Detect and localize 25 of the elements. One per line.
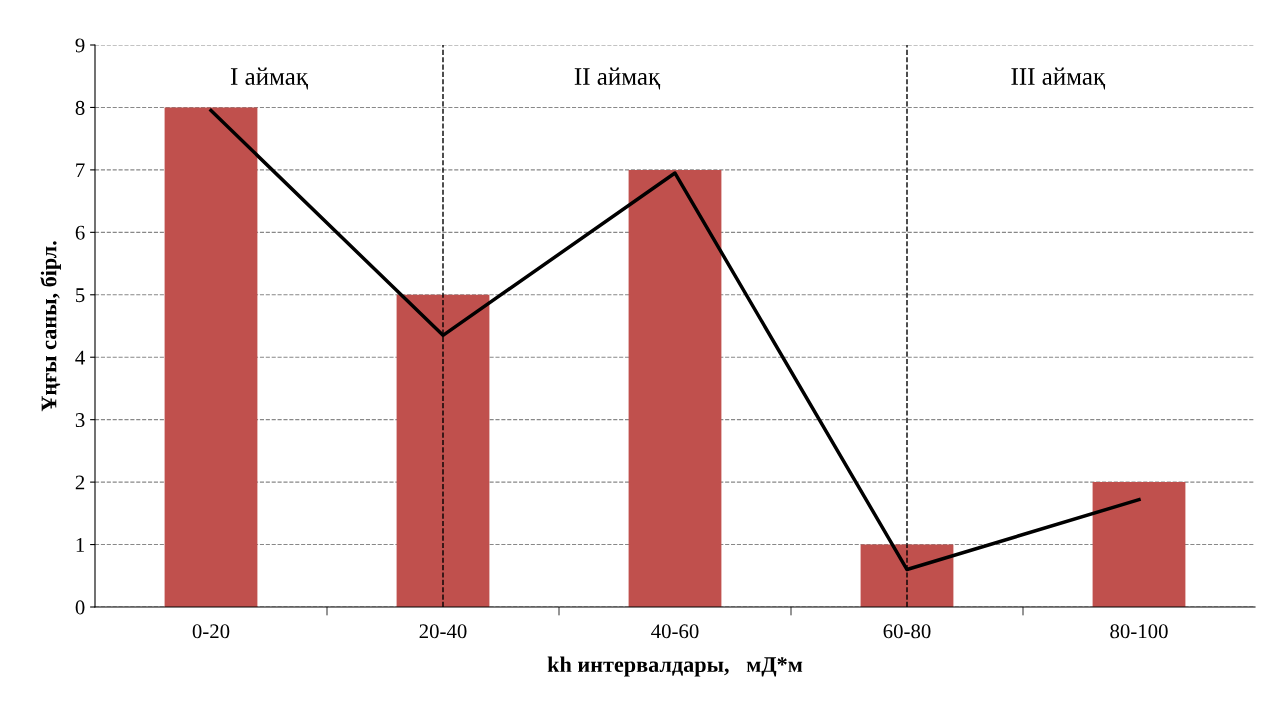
annotation: II аймақ — [574, 67, 661, 90]
y-tick-label: 2 — [75, 475, 85, 490]
y-tick-label: 5 — [76, 288, 85, 303]
x-tick-label: 60-80 — [883, 624, 931, 639]
bar — [860, 544, 954, 607]
y-tick-label: 6 — [75, 225, 85, 240]
y-tick-label: 0 — [75, 600, 85, 615]
bar — [628, 169, 722, 607]
y-tick-label: 7 — [76, 163, 85, 178]
y-tick-label: 3 — [75, 413, 85, 428]
x-axis-title: kh интервалдары, мД*м — [547, 656, 803, 677]
bar — [164, 107, 258, 607]
y-tick-label: 8 — [75, 100, 85, 115]
annotation: III аймақ — [1011, 67, 1106, 90]
y-tick-label: 1 — [76, 538, 85, 552]
x-tick-label: 40-60 — [651, 624, 699, 639]
y-tick-label: 9 — [75, 38, 85, 53]
bar — [1092, 482, 1186, 607]
x-tick-label: 20-40 — [419, 624, 467, 639]
bar — [396, 294, 490, 607]
x-tick-label: 0-20 — [192, 624, 230, 639]
y-tick-label: 4 — [75, 350, 85, 365]
x-tick-label: 80-100 — [1110, 624, 1168, 639]
annotation: I аймақ — [230, 67, 308, 90]
y-axis-title: Ұңғы саны, бірл. — [40, 241, 61, 412]
